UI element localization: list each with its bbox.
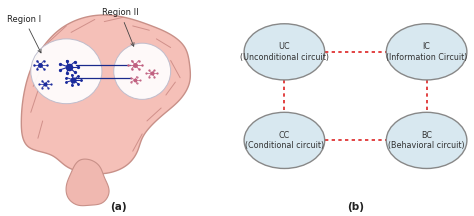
Text: CC
(Conditional circuit): CC (Conditional circuit) [245, 131, 324, 150]
Ellipse shape [114, 43, 171, 99]
Ellipse shape [31, 39, 102, 104]
Text: BC
(Behavioral circuit): BC (Behavioral circuit) [388, 131, 465, 150]
Text: UC
(Unconditional circuit): UC (Unconditional circuit) [240, 42, 329, 62]
Polygon shape [21, 15, 191, 174]
Polygon shape [66, 159, 109, 206]
Text: Region II: Region II [102, 8, 138, 46]
Text: Region I: Region I [7, 15, 41, 53]
Ellipse shape [244, 112, 325, 168]
Ellipse shape [386, 112, 467, 168]
Ellipse shape [244, 24, 325, 80]
Text: IC
(Information Circuit): IC (Information Circuit) [386, 42, 467, 62]
Text: (a): (a) [110, 202, 127, 212]
Ellipse shape [386, 24, 467, 80]
Text: (b): (b) [347, 202, 364, 212]
